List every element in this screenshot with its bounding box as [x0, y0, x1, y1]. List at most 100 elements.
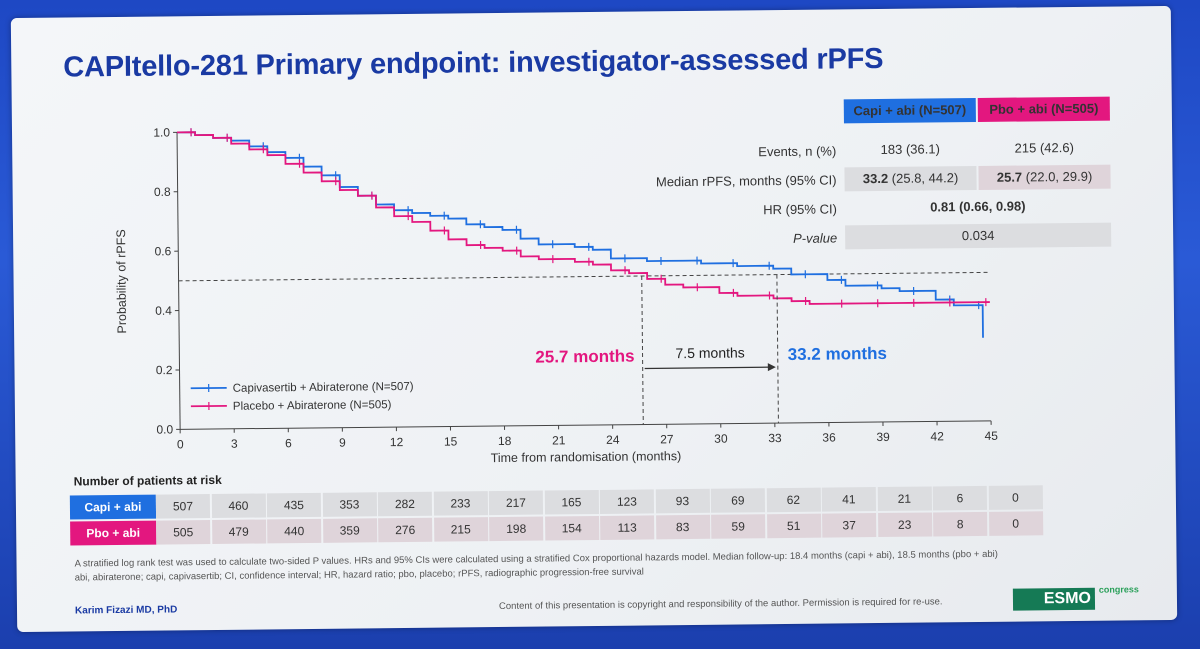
risk-cell: 359 [322, 518, 377, 543]
x-tick-label: 36 [822, 430, 836, 444]
slide: CAPItello-281 Primary endpoint: investig… [10, 5, 1178, 633]
capi-curve [177, 131, 984, 338]
risk-cell: 435 [266, 492, 322, 518]
median-pbo-value: 25.7 [996, 169, 1023, 185]
stats-col-pbo-header: Pbo + abi (N=505) [977, 96, 1110, 122]
median-capi-ci: (25.8, 44.2) [888, 170, 959, 186]
chart-legend: Capivasertib + Abiraterone (N=507) Placeb… [190, 381, 414, 413]
risk-cell: 276 [378, 517, 433, 543]
risk-cell: 6 [932, 485, 988, 511]
risk-cell: 83 [655, 514, 710, 540]
risk-cell: 353 [322, 492, 377, 517]
y-axis-label: Probability of rPFS [114, 229, 129, 333]
x-tick-label: 21 [552, 433, 566, 447]
x-tick-label: 39 [876, 430, 890, 444]
x-tick-label: 6 [285, 436, 292, 450]
median-annotations: 25.7 months 33.2 months 7.5 months [535, 274, 887, 425]
legend-capi-label: Capivasertib + Abiraterone (N=507) [233, 381, 414, 395]
y-tick-label: 0.6 [155, 244, 172, 258]
x-tick-label: 3 [231, 437, 238, 451]
risk-cell: 59 [711, 514, 766, 539]
risk-cell: 198 [489, 516, 544, 542]
y-tick-label: 0.2 [156, 363, 173, 377]
risk-cell: 165 [544, 489, 599, 515]
risk-cell: 154 [544, 515, 599, 541]
y-tick-label: 1.0 [153, 125, 170, 139]
hr-label: HR (95% CI) [763, 201, 837, 218]
x-axis-label: Time from randomisation (months) [491, 449, 682, 465]
esmo-logo-sub: congress [1098, 584, 1139, 595]
median-reference-line [178, 271, 990, 282]
risk-cell: 8 [933, 511, 988, 537]
risk-cell: 93 [655, 488, 710, 514]
risk-cell: 113 [600, 515, 655, 540]
risk-cell: 37 [822, 513, 877, 538]
y-tick-label: 0.4 [155, 304, 172, 318]
events-capi: 183 (36.1) [880, 141, 940, 157]
esmo-logo: ESMO [1012, 587, 1096, 611]
hr-value: 0.81 (0.66, 0.98) [930, 198, 1026, 215]
risk-cell: 233 [433, 491, 488, 516]
km-curves [177, 128, 990, 338]
risk-row-label: Capi + abi [69, 494, 157, 520]
median-pbo-ci: (22.0, 29.9) [1022, 168, 1093, 185]
p-label: P-value [793, 230, 838, 246]
risk-cell: 51 [766, 513, 821, 539]
x-tick-label: 0 [177, 437, 184, 451]
pbo-curve [177, 131, 990, 305]
x-tick-label: 18 [498, 434, 512, 448]
risk-cell: 507 [155, 494, 211, 519]
risk-row-label: Pbo + abi [70, 520, 157, 546]
risk-cell: 123 [599, 489, 655, 514]
x-tick-label: 12 [390, 435, 404, 449]
stats-col-capi-header: Capi + abi (N=507) [843, 97, 976, 124]
risk-cell: 0 [988, 511, 1043, 536]
risk-cell: 23 [877, 512, 932, 538]
x-axis [180, 420, 992, 430]
diff-label: 7.5 months [675, 344, 744, 361]
x-tick-label: 42 [930, 429, 944, 443]
x-tick-label: 24 [606, 433, 620, 447]
chart-axes: 0 3 6 9 12 15 18 21 24 27 30 33 36 39 42 450.00.20.40.6… [114, 125, 998, 465]
x-tick-label: 45 [984, 429, 998, 443]
footnote-stats: A stratified log rank test was used to c… [74, 548, 998, 570]
author: Karim Fizazi MD, PhD [74, 604, 178, 617]
risk-cell: 479 [211, 519, 266, 545]
km-chart: 0 3 6 9 12 15 18 21 24 27 30 33 36 39 42 450.00.20.40.6… [114, 125, 998, 465]
median-ref-line [178, 271, 990, 282]
y-tick-label: 0.0 [156, 422, 173, 436]
risk-cell: 440 [267, 518, 322, 544]
x-tick-label: 27 [660, 432, 674, 446]
capi-median-drop [776, 274, 779, 424]
diff-arrow-head [767, 363, 776, 372]
risk-cell: 215 [433, 517, 488, 542]
median-label: Median rPFS, months (95% CI) [655, 172, 837, 190]
x-tick-label: 30 [714, 432, 728, 446]
risk-cell: 69 [710, 488, 766, 513]
risk-cell: 0 [988, 485, 1043, 510]
risk-cell: 217 [488, 490, 544, 516]
median-pbo: 25.7 (22.0, 29.9) [978, 164, 1111, 190]
risk-table-title: Number of patients at risk [73, 472, 222, 489]
copyright: Content of this presentation is copyrigh… [498, 596, 943, 613]
median-capi: 33.2 (25.8, 44.2) [844, 165, 977, 192]
x-tick-label: 33 [768, 431, 782, 445]
x-tick-label: 15 [444, 434, 458, 448]
y-tick-label: 0.8 [154, 185, 171, 199]
legend-pbo-label: Placebo + Abiraterone (N=505) [233, 399, 392, 413]
risk-cell: 62 [766, 487, 821, 513]
risk-cell: 505 [156, 520, 211, 545]
diff-arrow-line [644, 366, 770, 370]
footnote-abbrev: abi, abiraterone; capi, capivasertib; CI… [74, 566, 644, 584]
p-value: 0.034 [845, 222, 1112, 250]
pbo-median-drop [641, 275, 644, 425]
risk-cell: 282 [377, 491, 433, 517]
risk-cell: 460 [211, 493, 266, 519]
risk-cell: 21 [877, 486, 932, 512]
pbo-median-label: 25.7 months [535, 347, 634, 367]
events-label: Events, n (%) [758, 143, 837, 160]
risk-cell: 41 [821, 487, 877, 512]
events-pbo: 215 (42.6) [1014, 139, 1074, 156]
capi-median-label: 33.2 months [788, 344, 887, 364]
x-tick-label: 9 [339, 436, 346, 450]
